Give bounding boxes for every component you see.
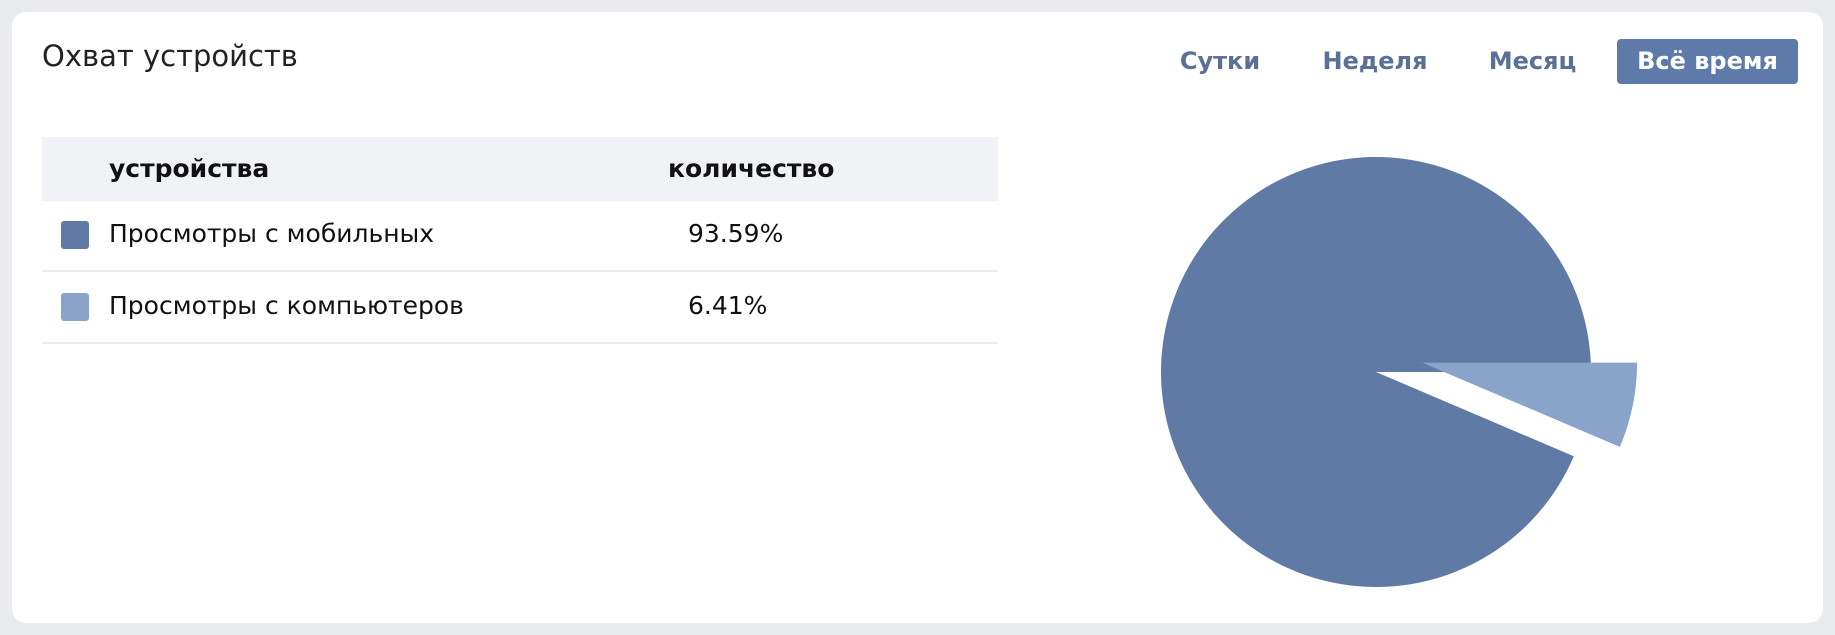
tab[interactable]: Месяц bbox=[1489, 47, 1577, 75]
tab[interactable]: Всё время bbox=[1637, 47, 1778, 75]
title: Охват устройств bbox=[42, 39, 298, 73]
legend-swatch bbox=[61, 293, 89, 321]
card: Охват устройств устройства количество Пр… bbox=[12, 12, 1823, 623]
tab[interactable]: Неделя bbox=[1322, 47, 1427, 75]
row-label: Просмотры с компьютеров bbox=[109, 291, 464, 320]
row-value: 93.59% bbox=[688, 219, 783, 248]
row-label: Просмотры с мобильных bbox=[109, 219, 434, 248]
tab[interactable]: Сутки bbox=[1180, 47, 1260, 75]
pie-slice bbox=[1422, 362, 1638, 447]
tab-button-bg[interactable] bbox=[1617, 39, 1798, 84]
pie-slice bbox=[1160, 157, 1591, 588]
row-value: 6.41% bbox=[688, 291, 767, 320]
column-header: устройства bbox=[109, 154, 269, 183]
legend-swatch bbox=[61, 221, 89, 249]
column-header: количество bbox=[668, 154, 834, 183]
card-content: Охват устройств устройства количество Пр… bbox=[42, 39, 1798, 588]
table-header bbox=[42, 137, 998, 201]
